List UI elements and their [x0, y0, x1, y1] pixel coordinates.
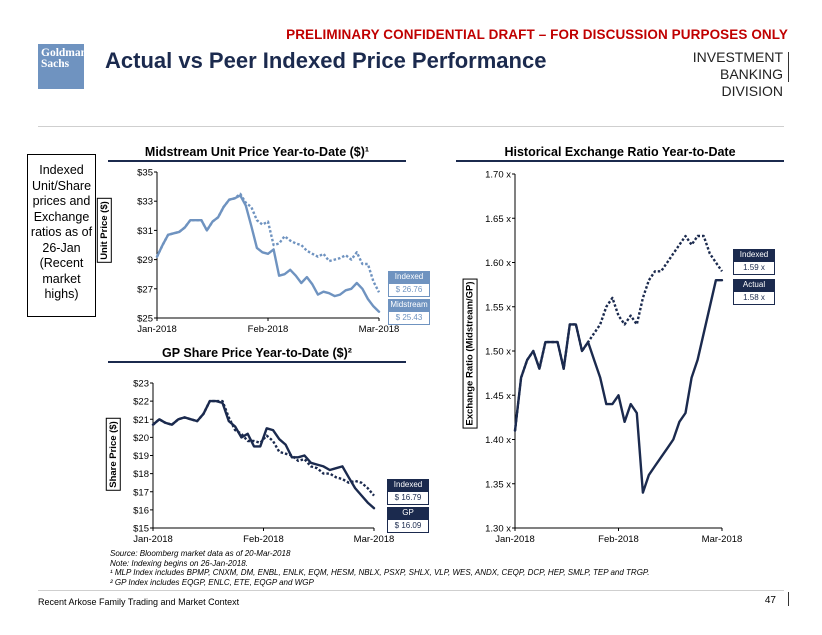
- chart3-y-tick-label: 1.40 x: [485, 435, 511, 446]
- chart2-y-tick-label: $16: [133, 505, 149, 516]
- chart3-y-tick-label: 1.70 x: [485, 170, 511, 181]
- logo-line2: Sachs: [41, 58, 70, 70]
- chart2-series-indexed-line: [152, 399, 375, 497]
- logo-line1: Goldman: [41, 47, 88, 59]
- chart1-y-tick-label: $31: [137, 226, 153, 237]
- chart3-tag-indexed-label: Indexed: [733, 249, 775, 261]
- chart2-tag-indexed-value: $ 16.79: [387, 491, 429, 505]
- footer-text: Recent Arkose Family Trading and Market …: [38, 597, 240, 607]
- chart1-tag-indexed-label: Indexed: [388, 271, 430, 283]
- chart3-title: Historical Exchange Ratio Year-to-Date: [504, 145, 736, 159]
- division-line2: DIVISION: [721, 83, 783, 99]
- division-label: INVESTMENT BANKING DIVISION: [640, 49, 783, 100]
- chart2-y-tick-label: $20: [133, 433, 149, 444]
- chart3-tag-actual: Actual 1.58 x: [733, 279, 775, 305]
- chart1-tag-midstream-label: Midstream: [388, 299, 430, 311]
- chart3-x-tick-label: Feb-2018: [598, 534, 639, 545]
- footnote-source: Source: Bloomberg market data as of 20-M…: [110, 549, 291, 558]
- chart2-x-tick-label: Jan-2018: [133, 534, 173, 545]
- chart2-y-tick-label: $17: [133, 487, 149, 498]
- chart1-y-tick-label: $35: [137, 168, 153, 179]
- chart3-series-indexed-line: [513, 234, 723, 431]
- chart3-series-actual-line: [513, 279, 724, 494]
- chart1-series-indexed-line: [155, 192, 381, 293]
- goldman-sachs-logo: Goldman Sachs: [38, 44, 88, 89]
- chart1-title-rule: [108, 160, 406, 162]
- footnote-2: ² GP Index includes EQGP, ENLC, ETE, EQG…: [110, 577, 314, 587]
- footnotes: Source: Bloomberg market data as of 20-M…: [110, 549, 649, 587]
- chart1-tag-midstream: Midstream $ 25.43: [388, 299, 430, 325]
- chart2-tag-indexed-label: Indexed: [387, 479, 429, 491]
- chart3-x-tick-label: Jan-2018: [495, 534, 535, 545]
- chart3-x-tick-label: Mar-2018: [702, 534, 743, 545]
- chart2-tag-gp-value: $ 16.09: [387, 519, 429, 533]
- chart1-y-tick-label: $27: [137, 284, 153, 295]
- header-rule: [38, 126, 784, 127]
- chart2-x-tick-label: Feb-2018: [243, 534, 284, 545]
- chart2-y-tick-label: $18: [133, 469, 149, 480]
- chart3-tag-actual-value: 1.58 x: [733, 291, 775, 305]
- chart3-y-tick-label: 1.65 x: [485, 214, 511, 225]
- chart2-series-gp-line: [151, 399, 376, 510]
- chart1-series-midstream-line: [155, 194, 381, 313]
- division-line1: INVESTMENT BANKING: [692, 49, 783, 82]
- chart2-y-tick-label: $21: [133, 415, 149, 426]
- chart2-tag-gp: GP $ 16.09: [387, 507, 429, 533]
- chart2-y-tick-label: $22: [133, 397, 149, 408]
- chart2-y-tick-label: $23: [133, 379, 149, 390]
- chart2-y-tick-label: $19: [133, 451, 149, 462]
- chart2-title-rule: [108, 361, 406, 363]
- chart3-title-rule: [456, 160, 784, 162]
- chart2-title: GP Share Price Year-to-Date ($)²: [162, 346, 352, 360]
- chart3-tag-indexed-value: 1.59 x: [733, 261, 775, 275]
- chart1-y-tick-label: $33: [137, 197, 153, 208]
- footnote-1: ¹ MLP Index includes BPMP, CNXM, DM, ENB…: [110, 568, 650, 577]
- chart1-x-tick-label: Feb-2018: [248, 324, 289, 335]
- chart1-y-tick-label: $25: [137, 314, 153, 325]
- chart1-x-tick-label: Mar-2018: [359, 324, 400, 335]
- footnote-note: Note: Indexing begins on 26-Jan-2018.: [110, 558, 248, 568]
- division-divider: [788, 52, 789, 82]
- chart3-y-tick-label: 1.60 x: [485, 258, 511, 269]
- chart3-y-tick-label: 1.35 x: [485, 479, 511, 490]
- chart1-title: Midstream Unit Price Year-to-Date ($)¹: [144, 145, 370, 159]
- chart3-tag-indexed: Indexed 1.59 x: [733, 249, 775, 275]
- page-number-divider: [788, 592, 789, 606]
- chart1-tag-indexed: Indexed $ 26.76: [388, 271, 430, 297]
- chart1-x-tick-label: Jan-2018: [137, 324, 177, 335]
- page-number: 47: [764, 595, 776, 606]
- chart2-y-tick-label: $15: [133, 524, 149, 535]
- chart3-y-tick-label: 1.50 x: [485, 347, 511, 358]
- footer-rule: [38, 590, 784, 591]
- chart2-tag-indexed: Indexed $ 16.79: [387, 479, 429, 505]
- chart3-y-tick-label: 1.45 x: [485, 391, 511, 402]
- confidential-banner: PRELIMINARY CONFIDENTIAL DRAFT – FOR DIS…: [286, 27, 788, 42]
- page-title: Actual vs Peer Indexed Price Performance: [105, 48, 547, 73]
- chart1-tag-midstream-value: $ 25.43: [388, 311, 430, 325]
- chart3-y-tick-label: 1.30 x: [485, 524, 511, 535]
- chart2-tag-gp-label: GP: [387, 507, 429, 519]
- chart3-y-tick-label: 1.55 x: [485, 302, 511, 313]
- chart3-tag-actual-label: Actual: [733, 279, 775, 291]
- chart1-tag-indexed-value: $ 26.76: [388, 283, 430, 297]
- chart2-x-tick-label: Mar-2018: [354, 534, 395, 545]
- indexing-note-box: Indexed Unit/Share prices and Exchange r…: [27, 154, 96, 317]
- chart1-y-tick-label: $29: [137, 255, 153, 266]
